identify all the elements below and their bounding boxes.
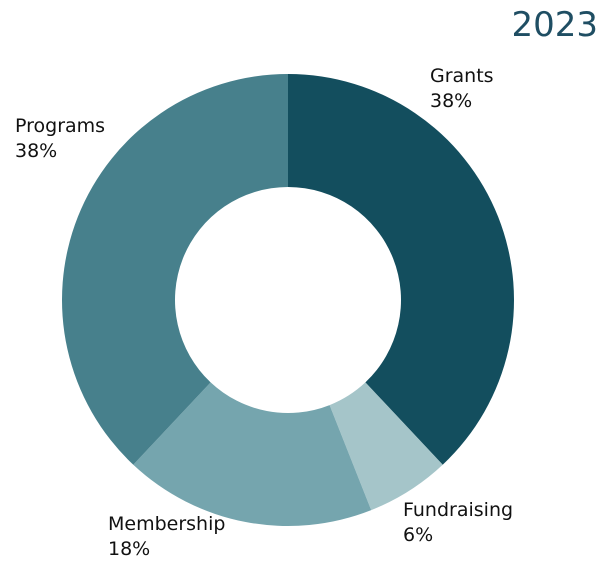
segment-value-label: 6% [403, 524, 433, 546]
segment-label: Membership [108, 513, 225, 535]
donut-segment [288, 74, 514, 465]
chart-title: 2023 [511, 5, 598, 45]
segment-label: Fundraising [403, 499, 513, 521]
segment-label: Grants [430, 65, 494, 87]
donut-segment [62, 73, 289, 465]
donut-segment [329, 382, 443, 511]
donut-segment [133, 382, 372, 526]
segment-value-label: 38% [430, 90, 472, 112]
segment-label: Programs [15, 115, 105, 137]
segment-value-label: 18% [108, 538, 150, 560]
segment-value-label: 38% [15, 140, 57, 162]
